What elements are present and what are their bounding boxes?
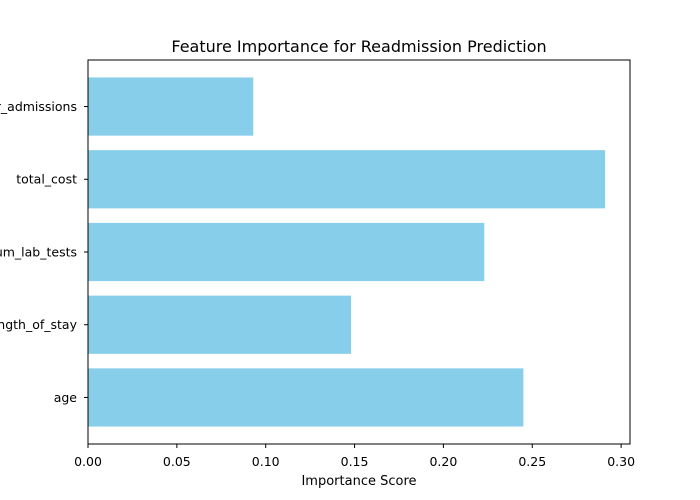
plot-frame xyxy=(87,59,631,445)
y-tick-labels: age length_of_stay num_lab_tests total_cost… xyxy=(0,99,88,405)
x-tick-label: 0.05 xyxy=(163,454,191,469)
x-axis-label: Importance Score xyxy=(301,474,416,489)
bar-num-lab-tests xyxy=(88,222,485,282)
x-tick-label: 0.20 xyxy=(429,454,457,469)
bar-length-of-stay xyxy=(88,295,352,354)
bars-group xyxy=(88,77,606,427)
x-tick-label: 0.10 xyxy=(252,454,280,469)
x-tick-label: 0.15 xyxy=(341,454,369,469)
bar-prior-admissions xyxy=(88,77,254,136)
y-tick-label: prior_admissions xyxy=(0,99,77,114)
bar-total-cost xyxy=(88,150,606,209)
bar-age xyxy=(88,368,524,427)
x-ticks: 0.00 0.05 0.10 0.15 0.20 0.25 0.30 xyxy=(74,444,635,469)
y-tick-label: age xyxy=(54,390,78,405)
chart-title: Feature Importance for Readmission Predi… xyxy=(171,37,546,56)
x-tick-label: 0.00 xyxy=(74,454,102,469)
x-tick-label: 0.30 xyxy=(607,454,635,469)
y-tick-label: num_lab_tests xyxy=(0,244,77,259)
x-tick-label: 0.25 xyxy=(518,454,546,469)
y-tick-label: length_of_stay xyxy=(0,317,78,332)
y-tick-label: total_cost xyxy=(16,172,77,187)
